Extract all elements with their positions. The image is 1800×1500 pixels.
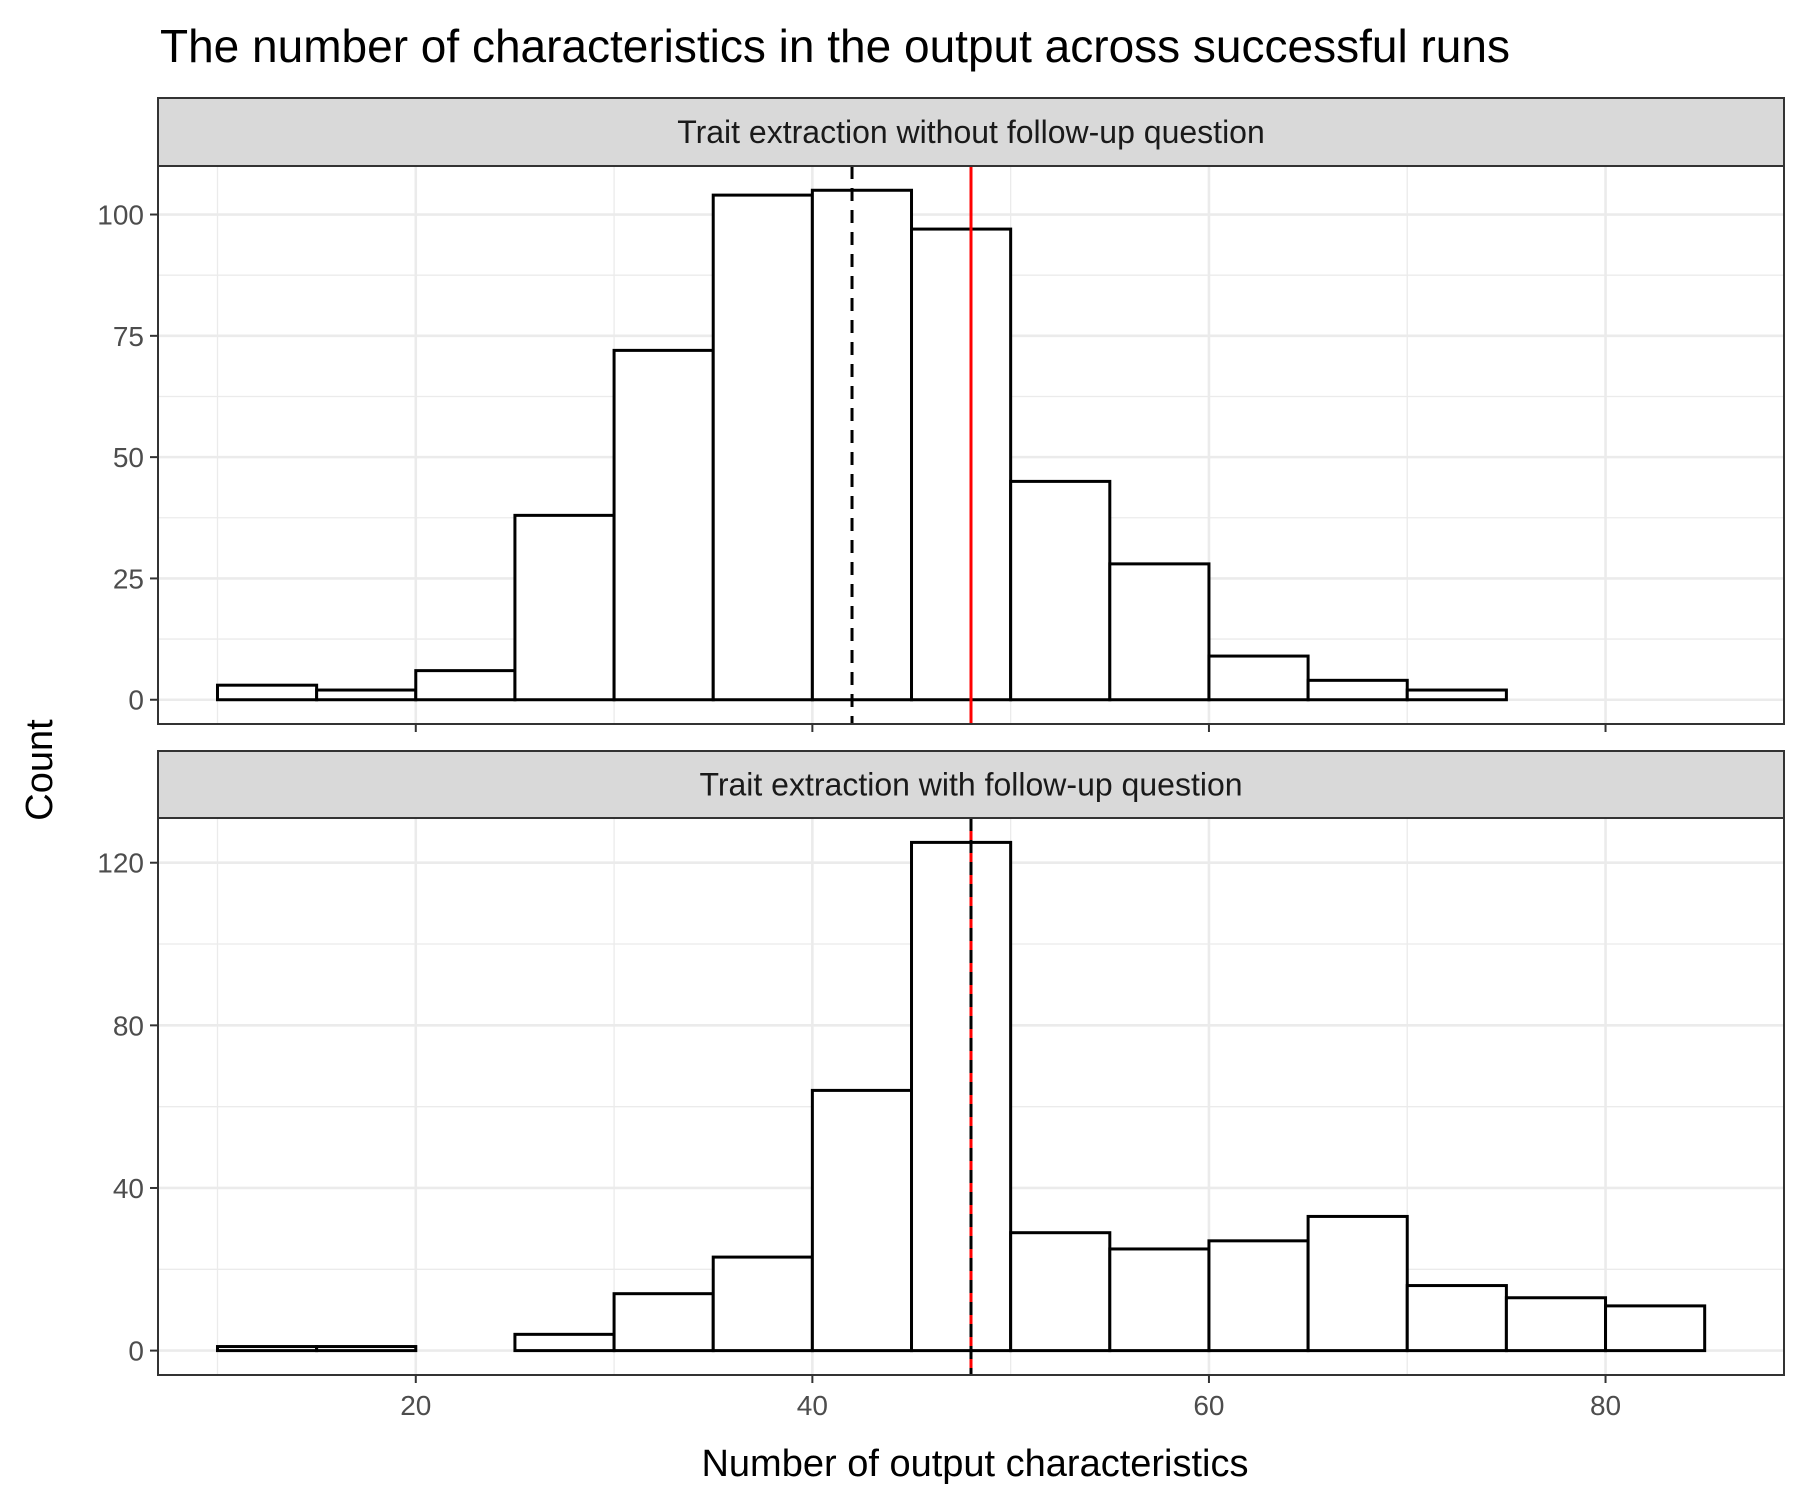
y-tick-label: 80 (113, 1010, 144, 1041)
histogram-bar (612, 1292, 715, 1353)
histogram-bar (215, 683, 319, 702)
y-axis-title: Count (19, 719, 61, 821)
histogram-bar (1306, 1214, 1409, 1353)
y-tick-label: 100 (97, 200, 144, 231)
histogram-bar (1108, 562, 1211, 702)
y-tick-label: 40 (113, 1173, 144, 1204)
panel-1: Trait extraction without follow-up quest… (97, 97, 1785, 732)
histogram-bar (1405, 1284, 1508, 1353)
histogram-bar (513, 1332, 616, 1353)
histogram-bar (1405, 688, 1508, 702)
histogram-bar (612, 348, 715, 702)
facet-strip-label: Trait extraction with follow-up question (699, 767, 1242, 803)
panel-border (157, 817, 1785, 1376)
histogram-bar (513, 513, 616, 702)
chart-title: The number of characteristics in the out… (160, 20, 1510, 72)
histogram-bar (1009, 479, 1112, 702)
histogram-bar (315, 1345, 418, 1353)
histogram-bar (810, 188, 914, 702)
histogram-bar (414, 669, 517, 702)
histogram-bar (910, 840, 1013, 1353)
histogram-bar (1207, 1239, 1310, 1353)
y-tick-label: 0 (128, 1336, 144, 1367)
facet-panels: Trait extraction without follow-up quest… (97, 97, 1785, 1421)
histogram-bar (1604, 1304, 1707, 1353)
histogram-bar (810, 1088, 914, 1353)
panel-2: Trait extraction with follow-up question… (97, 750, 1785, 1421)
x-axis-title: Number of output characteristics (701, 1443, 1248, 1485)
histogram-bar (315, 688, 418, 702)
histogram-bar (1504, 1296, 1608, 1353)
y-tick-label: 75 (113, 321, 144, 352)
y-tick-label: 50 (113, 442, 144, 473)
y-tick-label: 120 (97, 848, 144, 879)
facet-strip (157, 97, 1785, 167)
facet-strip (157, 750, 1785, 819)
panel-border (157, 165, 1785, 725)
y-tick-label: 25 (113, 563, 144, 594)
histogram-bar (711, 193, 814, 702)
x-tick-label: 20 (400, 1390, 431, 1421)
y-tick-label: 0 (128, 685, 144, 716)
histogram-bar (1306, 678, 1409, 702)
x-tick-label: 80 (1590, 1390, 1621, 1421)
x-tick-label: 60 (1193, 1390, 1224, 1421)
facet-strip-label: Trait extraction without follow-up quest… (677, 114, 1265, 150)
histogram-bar (1009, 1231, 1112, 1353)
histogram-bar (711, 1255, 814, 1353)
histogram-bar (1207, 654, 1310, 702)
histogram-bar (1108, 1247, 1211, 1353)
x-tick-label: 40 (797, 1390, 828, 1421)
histogram-bar (910, 227, 1013, 702)
histogram-bar (215, 1345, 319, 1353)
